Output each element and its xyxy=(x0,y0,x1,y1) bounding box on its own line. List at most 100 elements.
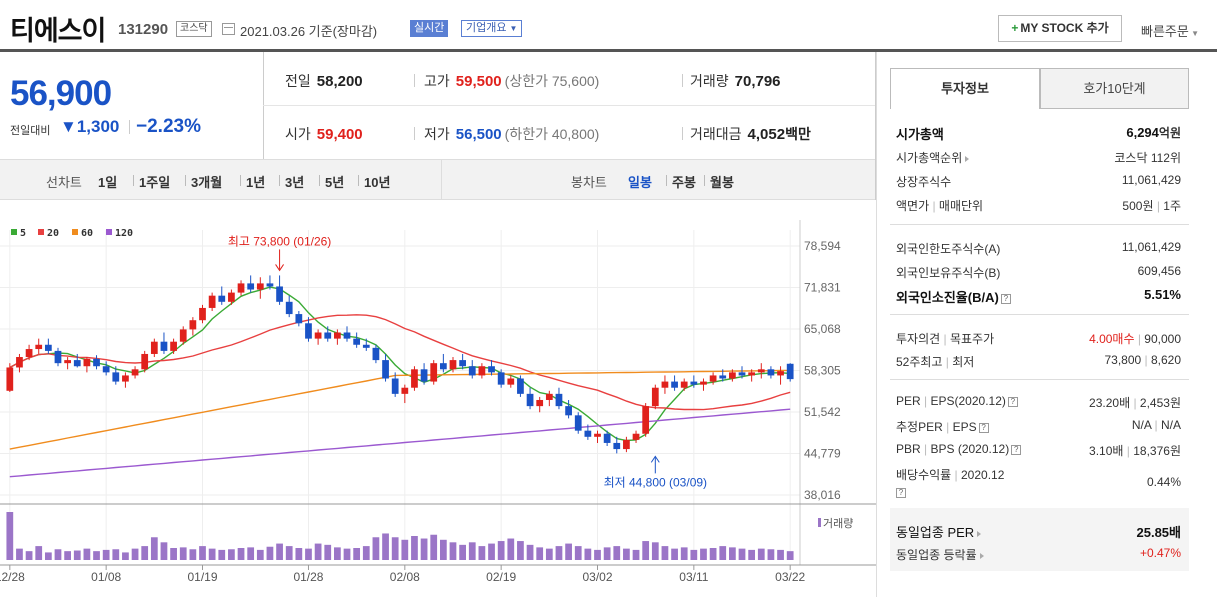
volume-bar xyxy=(536,547,544,560)
candle-body xyxy=(237,283,245,293)
candle-body xyxy=(334,332,341,339)
volume-bar xyxy=(738,548,746,560)
divider xyxy=(704,175,705,186)
help-icon[interactable]: ? xyxy=(1000,293,1011,304)
down-triangle-icon: ▼ xyxy=(60,117,77,136)
volume-bar xyxy=(594,549,601,560)
candle-body xyxy=(719,375,727,379)
y-tick-label: 71,831 xyxy=(804,281,841,295)
help-icon[interactable]: ? xyxy=(896,488,906,499)
legend-label: 20 xyxy=(47,228,59,239)
candle-body xyxy=(439,363,447,370)
period-3[interactable]: 1년 xyxy=(246,175,266,190)
volume-bar xyxy=(102,549,110,560)
help-icon[interactable]: ? xyxy=(1007,396,1018,407)
candle-body xyxy=(738,372,746,376)
candles xyxy=(6,275,794,454)
candle-body xyxy=(131,369,139,376)
volume-bar xyxy=(170,548,177,560)
volume-bar xyxy=(228,549,235,560)
divider xyxy=(185,175,186,186)
candle-body xyxy=(777,371,784,376)
volume-bar xyxy=(44,552,52,560)
volume-bar xyxy=(671,548,678,560)
candle-body xyxy=(613,442,621,450)
candle-body xyxy=(73,360,81,367)
volume-bar xyxy=(603,547,611,560)
x-tick-label: 01/19 xyxy=(187,570,217,584)
volume-bar xyxy=(449,542,457,560)
volume-bar xyxy=(314,543,322,560)
mystock-add-button[interactable]: + MY STOCK 추가 xyxy=(998,15,1122,42)
volume-bar xyxy=(488,543,495,560)
chevron-right-icon xyxy=(979,552,984,559)
divider xyxy=(890,379,1189,380)
stock-code: 131290 xyxy=(118,21,169,38)
volume-bar xyxy=(324,544,332,560)
period-0[interactable]: 1일 xyxy=(98,175,118,190)
annotations: 최고 73,800 (01/26) 최저 44,800 (03/09) xyxy=(228,234,707,489)
candle-period-1[interactable]: 주봉 xyxy=(672,175,696,190)
divider xyxy=(441,159,442,200)
volume-bar xyxy=(623,548,630,560)
divider xyxy=(263,105,875,106)
tab-investment-info[interactable]: 투자정보 xyxy=(890,68,1040,109)
volume-bar xyxy=(777,549,784,560)
volume-bar xyxy=(93,551,100,560)
volume-bar xyxy=(545,548,553,560)
candle-body xyxy=(565,406,572,416)
period-2[interactable]: 3개월 xyxy=(191,175,223,190)
volume-bar xyxy=(150,537,158,560)
period-1[interactable]: 1주일 xyxy=(139,175,171,190)
volume-bar xyxy=(459,544,466,560)
volume-bar xyxy=(54,549,62,560)
help-icon[interactable]: ? xyxy=(978,422,989,433)
candle-body xyxy=(536,399,544,407)
period-4[interactable]: 3년 xyxy=(285,175,305,190)
candle-body xyxy=(680,381,688,388)
candle-body xyxy=(285,301,293,315)
volume-bar xyxy=(468,542,476,560)
volume-bar xyxy=(35,546,43,560)
price-chart: 5 20 60 120 최고 73,800 (01/26) 최저 44,800 (03/… xyxy=(0,220,876,597)
period-5[interactable]: 5년 xyxy=(325,175,345,190)
candle-body xyxy=(661,381,669,388)
candle-body xyxy=(372,347,380,361)
candle-body xyxy=(93,358,100,367)
tab-order-book[interactable]: 호가10단계 xyxy=(1040,68,1189,109)
quick-order-button[interactable]: 빠른주문 ▼ xyxy=(1141,21,1199,40)
moving-averages xyxy=(9,286,791,478)
company-overview-dropdown[interactable]: 기업개요 ▼ xyxy=(461,20,523,37)
divider xyxy=(240,175,241,186)
help-icon[interactable]: ? xyxy=(1011,444,1022,455)
candle-body xyxy=(391,378,399,394)
candle-period-0[interactable]: 일봉 xyxy=(628,175,652,190)
candle-period-2[interactable]: 월봉 xyxy=(710,175,734,190)
market-badge: 코스닥 xyxy=(176,21,212,37)
plus-icon: + xyxy=(1011,21,1019,35)
volume-bars: 거래량 xyxy=(6,512,853,560)
volume-bar xyxy=(651,542,659,560)
divider xyxy=(319,175,320,186)
volume-label: 거래량 xyxy=(823,517,853,530)
candle-body xyxy=(228,292,235,302)
candle-body xyxy=(16,357,23,368)
candle-body xyxy=(314,332,322,339)
volume-bar xyxy=(334,547,341,560)
candle-body xyxy=(507,378,515,385)
annotation-high: 최고 73,800 (01/26) xyxy=(228,234,331,248)
volume-bar xyxy=(179,547,187,560)
candle-body xyxy=(179,329,187,342)
candle-body xyxy=(517,378,524,394)
change-percent: −2.23% xyxy=(136,116,201,137)
change-label: 전일대비 xyxy=(10,125,51,137)
volume-bar xyxy=(112,549,120,560)
volume-bar xyxy=(256,549,264,560)
candle-body xyxy=(199,307,206,321)
realtime-button[interactable]: 실시간 xyxy=(410,20,449,37)
candle-body xyxy=(632,433,640,440)
volume-bar xyxy=(786,551,794,560)
period-6[interactable]: 10년 xyxy=(364,175,391,190)
candle-body xyxy=(786,363,794,380)
volume-bar xyxy=(131,548,139,560)
